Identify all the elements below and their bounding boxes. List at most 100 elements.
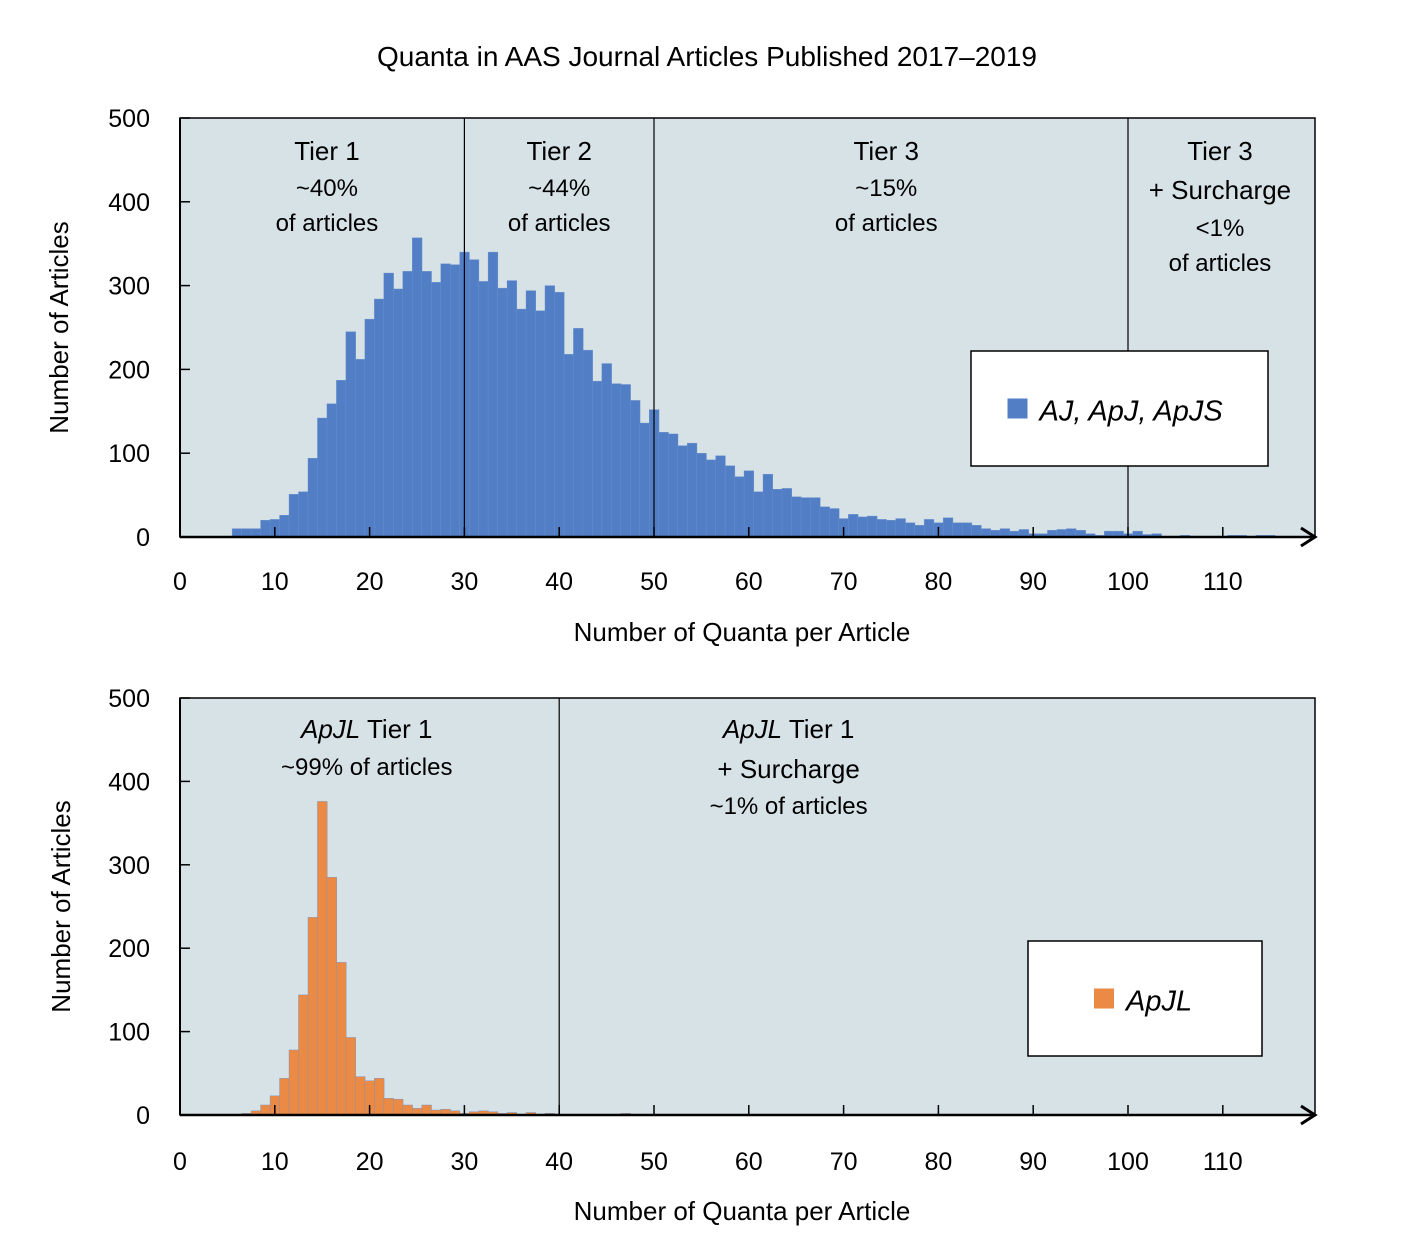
histogram-bar [355, 1076, 366, 1116]
histogram-bar [298, 994, 309, 1116]
x-tick-label: 110 [1203, 568, 1243, 596]
histogram-bar [914, 525, 925, 538]
annotation-line: of articles [1169, 250, 1272, 277]
histogram-bar [497, 287, 508, 538]
annotation-line: + Surcharge [1149, 175, 1291, 205]
histogram-bar [440, 263, 451, 538]
histogram-bar [791, 496, 802, 538]
x-tick-label: 50 [640, 568, 668, 596]
histogram-bar [677, 445, 688, 538]
annotation-line: ~99% of articles [281, 754, 452, 781]
histogram-bar [686, 442, 698, 538]
tier-annotation: Tier 3 ~15% of articles [835, 136, 938, 237]
annotation-text: + Surcharge [1149, 175, 1291, 205]
histogram-bar [923, 519, 935, 538]
annotation-text: ~44% [528, 175, 590, 202]
annotation-line: Tier 1 [294, 136, 360, 166]
histogram-bar [734, 476, 745, 538]
y-tick-label: 400 [108, 189, 150, 217]
histogram-bar [516, 308, 527, 538]
annotation-line: ApJL Tier 1 [721, 714, 855, 744]
y-axis-label: Number of Articles [44, 221, 74, 433]
annotation-line: Tier 2 [526, 136, 592, 166]
histogram-bar [241, 528, 252, 538]
x-tick-label: 70 [830, 568, 858, 596]
x-tick-label: 40 [545, 568, 573, 596]
histogram-bar [374, 1078, 385, 1116]
x-tick-label: 50 [640, 1148, 668, 1176]
x-tick-label: 60 [735, 568, 763, 596]
histogram-bar [658, 432, 669, 538]
x-axis-arrow-icon [1300, 1104, 1318, 1126]
histogram-bar [317, 801, 328, 1116]
annotation-line: <1% [1196, 215, 1245, 242]
histogram-bar [317, 417, 328, 538]
y-tick-label: 400 [108, 768, 150, 796]
legend-label: AJ, ApJ, ApJS [1038, 396, 1224, 428]
histogram-panel-apjl: 0 10 20 30 40 50 60 70 80 90 100 110 0 100 200 300 400 50… [46, 685, 1318, 1226]
x-tick-label: 20 [356, 568, 384, 596]
annotation-line: Tier 3 [854, 136, 920, 166]
histogram-bar [630, 400, 641, 538]
annotation-line: ~40% [296, 175, 358, 202]
annotation-line: ~15% [855, 175, 917, 202]
x-tick-label: 90 [1019, 568, 1047, 596]
annotation-text: Tier 2 [526, 136, 592, 166]
y-tick-label: 100 [108, 1019, 150, 1047]
histogram-bar [544, 285, 555, 538]
histogram-bar [355, 359, 366, 538]
tier-annotation: ApJL Tier 1 ~99% of articles [281, 714, 452, 781]
histogram-bar [781, 488, 792, 538]
histogram-bar [848, 514, 859, 538]
histogram-bar [724, 465, 736, 538]
histogram-bar [412, 237, 423, 538]
x-tick-label: 100 [1107, 1148, 1149, 1176]
histogram-bar [393, 288, 404, 538]
annotation-text: of articles [276, 210, 379, 237]
histogram-bar [1066, 528, 1077, 538]
legend: AJ, ApJ, ApJS [970, 350, 1269, 467]
tier-annotation: Tier 3 + Surcharge <1% of articles [1149, 136, 1291, 277]
x-tick-label: 60 [735, 1148, 763, 1176]
histogram-bar [705, 459, 717, 538]
annotation-text: ~40% [296, 175, 358, 202]
tier-annotation: Tier 2 ~44% of articles [508, 136, 611, 237]
legend: ApJL [1027, 940, 1263, 1057]
histogram-bar [810, 497, 821, 538]
y-tick-label: 500 [108, 105, 150, 133]
annotation-text: of articles [835, 210, 938, 237]
x-tick-label: 10 [261, 568, 289, 596]
histogram-bar [800, 497, 811, 538]
histogram-bar [260, 1104, 271, 1116]
histogram-bar [867, 515, 878, 538]
x-tick-label: 40 [545, 1148, 573, 1176]
histogram-bar [288, 1049, 299, 1116]
histogram-bar [364, 318, 375, 538]
annotation-line: ~1% of articles [710, 793, 868, 820]
histogram-bar [393, 1098, 404, 1116]
histogram-bar [336, 380, 347, 538]
x-axis-label: Number of Quanta per Article [574, 1196, 911, 1226]
histogram-bar [715, 455, 726, 538]
annotation-text: Tier 1 [360, 714, 432, 744]
y-tick-label: 0 [136, 524, 150, 552]
histogram-bar [819, 506, 830, 538]
histogram-bar [487, 251, 499, 538]
histogram-bar [554, 292, 565, 538]
histogram-bar [336, 962, 347, 1116]
histogram-bar [402, 1104, 413, 1116]
legend-swatch [1094, 988, 1114, 1009]
histogram-bar [298, 491, 309, 538]
histogram-bar [374, 298, 385, 538]
y-tick-label: 100 [108, 440, 150, 468]
x-tick-label: 70 [830, 1148, 858, 1176]
histogram-bar [639, 422, 650, 538]
y-axis-label: Number of Articles [46, 800, 76, 1012]
y-tick-label: 300 [108, 273, 150, 301]
annotation-journal-name: ApJL [299, 714, 360, 744]
histogram-bar [468, 259, 480, 538]
histogram-bar [601, 363, 612, 538]
annotation-line: ~44% [528, 175, 590, 202]
annotation-text: Tier 1 [294, 136, 360, 166]
